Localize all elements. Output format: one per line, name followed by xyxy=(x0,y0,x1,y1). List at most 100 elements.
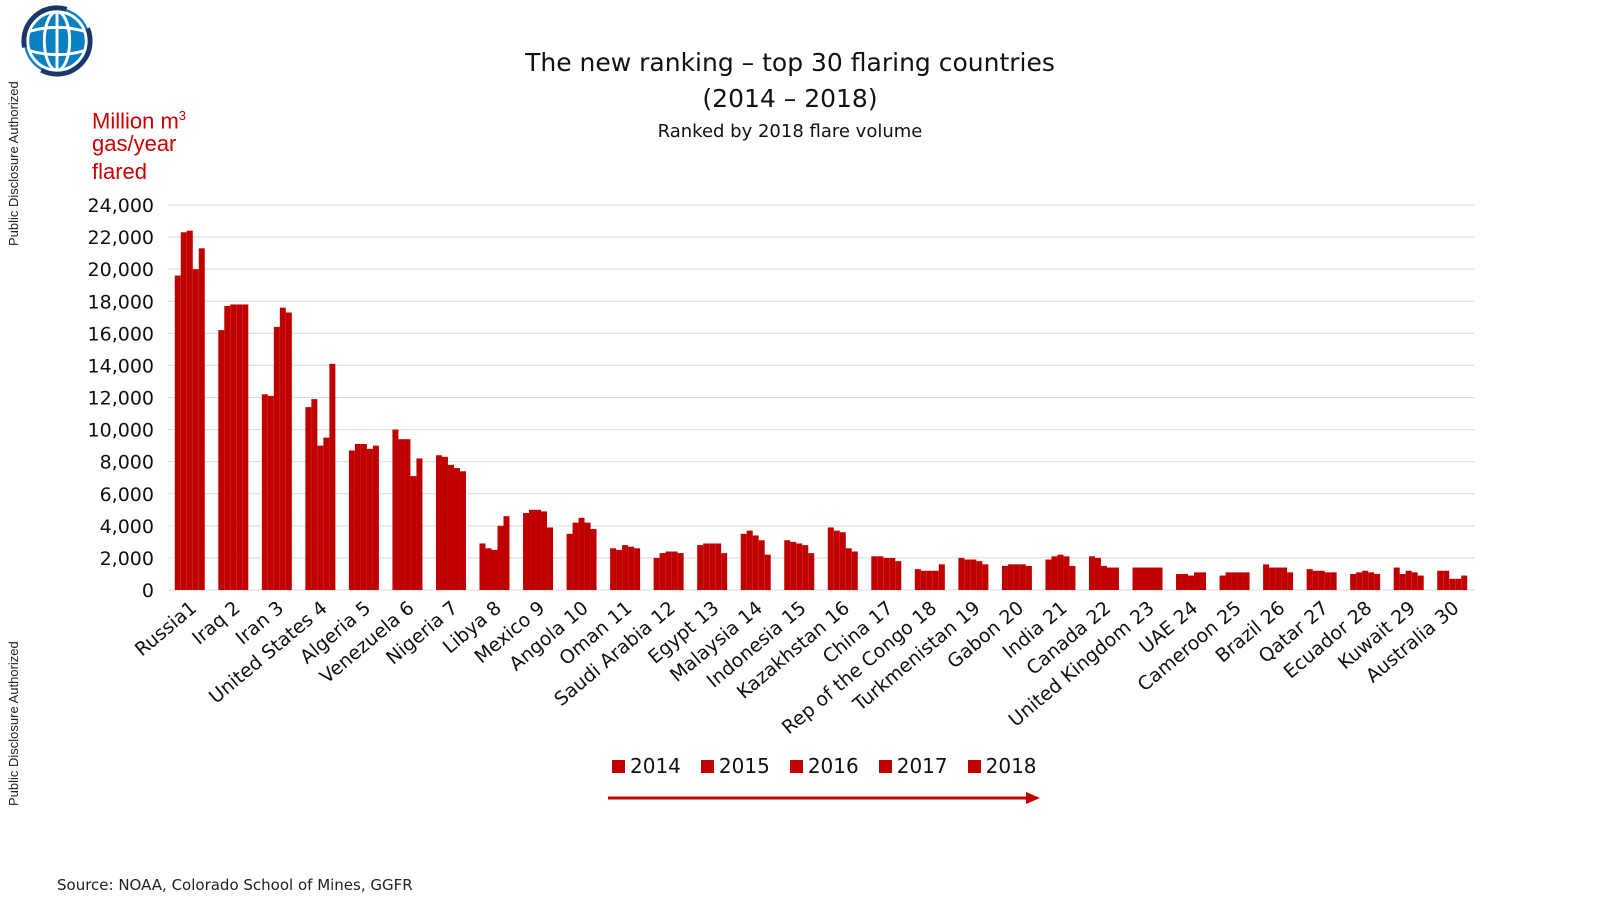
bar-2016 xyxy=(926,570,933,590)
bar-2014 xyxy=(784,540,791,590)
bar-2018 xyxy=(1374,573,1381,590)
y-tick-label: 24,000 xyxy=(88,195,154,217)
bar-2017 xyxy=(758,540,765,590)
legend-label: 2018 xyxy=(985,754,1037,778)
y-tick-label: 10,000 xyxy=(88,420,154,442)
bar-2018 xyxy=(1243,572,1250,590)
bar-2017 xyxy=(671,551,678,590)
bar-2014 xyxy=(697,545,704,590)
bar-2015 xyxy=(877,556,884,590)
bar-2014 xyxy=(1219,575,1226,590)
y-axis-unit-superscript: 3 xyxy=(178,108,187,123)
bar-2015 xyxy=(354,444,361,590)
bar-2017 xyxy=(889,557,896,590)
bar-2014 xyxy=(566,533,573,590)
bar-2015 xyxy=(398,439,405,590)
bar-2014 xyxy=(479,543,486,590)
bar-2015 xyxy=(659,553,666,590)
bar-2016 xyxy=(1144,567,1151,590)
bar-2018 xyxy=(329,363,336,590)
bar-2017 xyxy=(497,525,504,590)
bar-2018 xyxy=(1112,567,1119,590)
legend-swatch xyxy=(878,759,892,773)
bar-2015 xyxy=(441,456,448,590)
bar-2017 xyxy=(1063,556,1070,590)
bar-2016 xyxy=(1013,564,1020,590)
legend-item: 2017 xyxy=(878,754,948,778)
y-tick-label: 6,000 xyxy=(100,484,154,506)
bar-2016 xyxy=(1100,565,1107,590)
bar-2015 xyxy=(833,530,840,590)
legend-item: 2018 xyxy=(967,754,1037,778)
bar-2018 xyxy=(851,551,858,590)
bar-2017 xyxy=(1411,572,1418,590)
bar-2016 xyxy=(491,549,498,590)
bar-2014 xyxy=(914,569,921,590)
bar-2015 xyxy=(1443,570,1450,590)
y-tick-label: 20,000 xyxy=(88,259,154,281)
legend-label: 2016 xyxy=(807,754,859,778)
y-axis-unit-line3: flared xyxy=(92,159,148,184)
bar-2016 xyxy=(796,543,803,590)
bar-2018 xyxy=(982,564,989,590)
bar-2015 xyxy=(703,543,710,590)
legend-swatch xyxy=(700,759,714,773)
bar-2017 xyxy=(845,548,852,590)
legend-swatch xyxy=(789,759,803,773)
bar-2016 xyxy=(230,304,237,590)
bar-2017 xyxy=(1106,567,1113,590)
bar-2015 xyxy=(180,232,187,591)
y-tick-label: 12,000 xyxy=(88,388,154,410)
bar-2015 xyxy=(1269,567,1276,590)
bar-2015 xyxy=(224,306,231,590)
bar-2017 xyxy=(366,448,373,590)
bar-2018 xyxy=(503,516,510,590)
bar-2015 xyxy=(311,399,318,590)
bar-2017 xyxy=(192,269,199,590)
bar-2015 xyxy=(1399,573,1406,590)
bar-2015 xyxy=(1138,567,1145,590)
bar-2017 xyxy=(1194,572,1201,590)
bar-2014 xyxy=(435,455,442,590)
source-note: Source: NOAA, Colorado School of Mines, … xyxy=(57,876,413,894)
bar-2018 xyxy=(1200,572,1207,590)
bar-2018 xyxy=(590,529,597,590)
x-tick-label: Iraq 2 xyxy=(188,597,244,649)
y-tick-label: 2,000 xyxy=(100,548,154,570)
legend-label: 2014 xyxy=(630,754,681,778)
bar-2014 xyxy=(1176,573,1183,590)
chart-legend: 2014 2015 2016 2017 2018 xyxy=(612,754,1037,778)
bar-2016 xyxy=(1275,567,1282,590)
bar-2016 xyxy=(1231,572,1238,590)
bar-2014 xyxy=(1393,567,1400,590)
chart-title-years: (2014 – 2018) xyxy=(702,84,878,113)
bar-2018 xyxy=(1461,575,1468,590)
bar-2017 xyxy=(1150,567,1157,590)
bar-2018 xyxy=(1069,565,1076,590)
bar-2017 xyxy=(1455,578,1462,590)
bar-2015 xyxy=(1051,556,1058,590)
bar-2015 xyxy=(529,509,536,590)
bar-2017 xyxy=(1281,567,1288,590)
bar-2017 xyxy=(932,570,939,590)
y-tick-label: 14,000 xyxy=(88,355,154,377)
bar-2018 xyxy=(416,458,423,590)
bar-2016 xyxy=(404,439,411,590)
bar-2016 xyxy=(1449,578,1456,590)
bar-2017 xyxy=(802,545,809,590)
bar-2017 xyxy=(541,511,548,590)
bar-2017 xyxy=(1237,572,1244,590)
bar-2018 xyxy=(1330,572,1337,590)
bar-2016 xyxy=(665,551,672,590)
bar-2018 xyxy=(677,553,684,590)
bar-2014 xyxy=(218,330,225,590)
bar-2017 xyxy=(236,304,243,590)
y-tick-label: 4,000 xyxy=(100,516,154,538)
y-tick-label: 22,000 xyxy=(88,227,154,249)
bar-2018 xyxy=(1156,567,1163,590)
bar-2014 xyxy=(1437,570,1444,590)
bar-2014 xyxy=(1132,567,1139,590)
bar-2018 xyxy=(1417,575,1424,590)
y-axis-unit-line2: gas/year xyxy=(92,131,177,156)
bar-2017 xyxy=(453,468,460,590)
